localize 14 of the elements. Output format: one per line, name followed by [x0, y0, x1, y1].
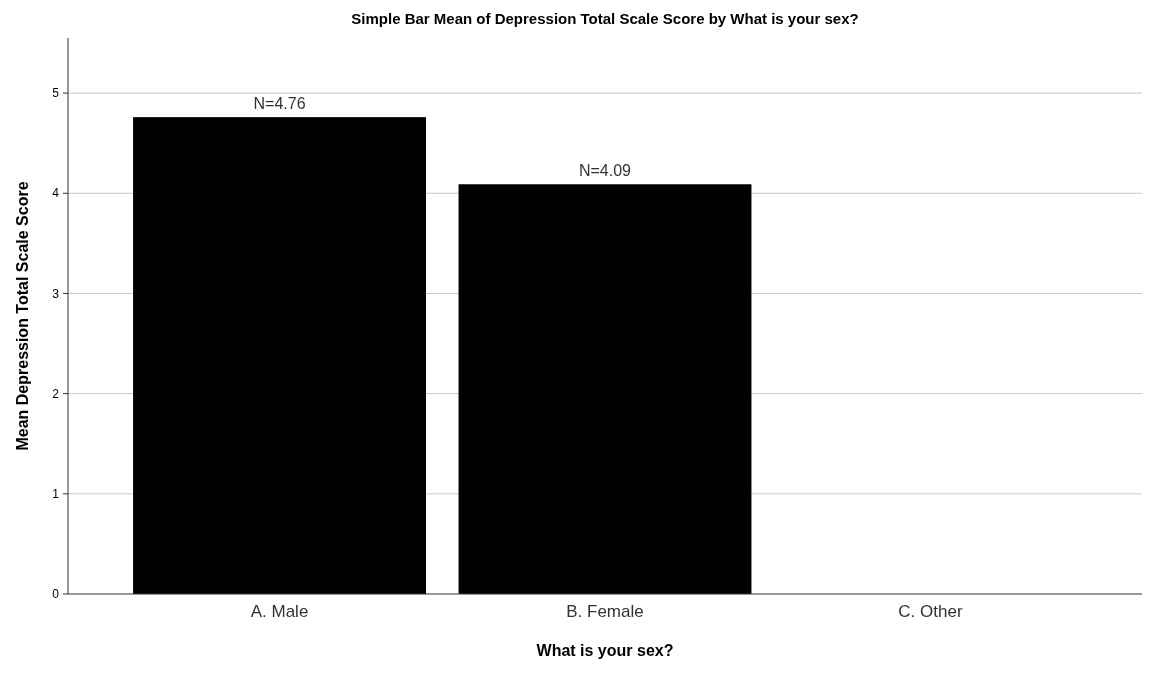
y-axis-title: Mean Depression Total Scale Score	[14, 181, 31, 451]
x-axis-title: What is your sex?	[536, 642, 674, 659]
data-label: N=4.09	[578, 162, 632, 180]
y-tick-label: 1	[52, 487, 60, 502]
data-label: N=4.76	[253, 95, 306, 113]
y-tick-label: 4	[52, 186, 60, 201]
x-tick-label: A. Male	[250, 602, 309, 621]
y-tick-label: 5	[52, 86, 60, 101]
x-tick-label: C. Other	[898, 602, 963, 621]
y-tick-label: 0	[52, 587, 60, 602]
y-tick-label: 3	[52, 286, 60, 301]
x-tick-label: B. Female	[566, 602, 644, 621]
chart-title: Simple Bar Mean of Depression Total Scale Score by What is your sex?	[351, 10, 859, 27]
y-tick-label: 2	[52, 386, 60, 401]
